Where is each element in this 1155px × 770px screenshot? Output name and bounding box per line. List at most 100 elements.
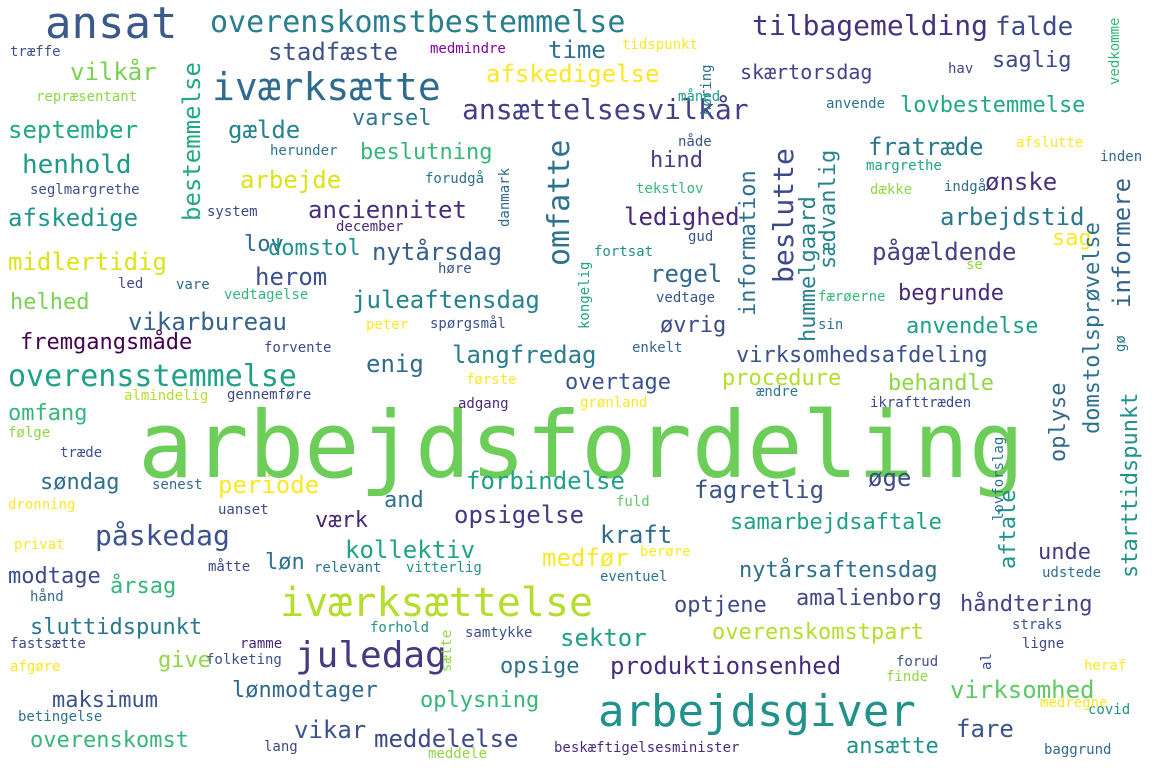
- cloud-word-afgoere: afgøre: [10, 659, 61, 675]
- cloud-word-overenskomstbestemmelse: overenskomstbestemmelse: [210, 5, 626, 40]
- cloud-word-medmindre: medmindre: [430, 41, 506, 57]
- cloud-word-information: information: [736, 170, 761, 316]
- cloud-word-fortsat: fortsat: [594, 244, 654, 260]
- cloud-word-afslutte: afslutte: [1016, 135, 1084, 151]
- cloud-word-fastsaette: fastsætte: [10, 636, 86, 652]
- cloud-word-vikar: vikar: [294, 716, 367, 744]
- cloud-word-beskaeftigelsesminister: beskæftigelsesminister: [554, 740, 740, 756]
- cloud-word-behandle: behandle: [888, 371, 994, 396]
- cloud-word-domstol: domstol: [268, 236, 361, 261]
- cloud-word-vedkomme: vedkomme: [1107, 17, 1123, 85]
- cloud-word-tidspunkt: tidspunkt: [622, 37, 698, 53]
- cloud-word-vedtagelse: vedtagelse: [224, 287, 309, 303]
- cloud-word-give: give: [158, 648, 211, 673]
- cloud-word-omfang: omfang: [8, 401, 88, 426]
- cloud-word-modtage: modtage: [8, 564, 101, 589]
- cloud-word-sin: sin: [818, 317, 844, 333]
- cloud-word-inden: inden: [1100, 149, 1143, 165]
- cloud-word-al: al: [979, 653, 995, 670]
- cloud-word-loen: løn: [265, 550, 305, 575]
- cloud-word-virksomhedsafdeling: virksomhedsafdeling: [736, 343, 988, 368]
- cloud-word-lovbestemmelse: lovbestemmelse: [900, 93, 1086, 118]
- cloud-word-fratraede: fratræde: [868, 133, 984, 161]
- cloud-word-medregne: medregne: [1040, 695, 1108, 711]
- cloud-word-vedtage: vedtage: [656, 290, 716, 306]
- cloud-word-afskedige: afskedige: [8, 204, 139, 232]
- cloud-word-meddele: meddele: [428, 746, 488, 762]
- cloud-word-hind: hind: [650, 148, 703, 173]
- cloud-word-herom: herom: [255, 263, 328, 291]
- cloud-word-vikarbureau: vikarbureau: [128, 308, 287, 336]
- cloud-word-nytaarsdag: nytårsdag: [372, 238, 503, 266]
- cloud-word-relevant: relevant: [314, 560, 382, 576]
- cloud-word-paaskedag: påskedag: [95, 519, 230, 552]
- cloud-word-hummelgaard: hummelgaard: [796, 196, 821, 342]
- cloud-word-ligne: ligne: [1022, 636, 1065, 652]
- cloud-word-traeffe: træffe: [10, 44, 61, 60]
- cloud-word-gennemfoere: gennemføre: [227, 387, 312, 403]
- cloud-word-fare: fare: [956, 715, 1014, 743]
- cloud-word-overenskomst: overenskomst: [30, 728, 189, 753]
- cloud-word-ansat: ansat: [45, 0, 178, 49]
- cloud-word-uanset: uanset: [218, 502, 269, 518]
- cloud-word-beslutte: beslutte: [767, 148, 800, 283]
- cloud-word-sektor: sektor: [560, 624, 647, 652]
- cloud-word-spoergsmaal: spørgsmål: [430, 316, 506, 332]
- cloud-word-covid: covid: [1088, 702, 1131, 718]
- cloud-word-bestemmelse: bestemmelse: [178, 62, 206, 221]
- cloud-word-ansaette: ansætte: [846, 734, 939, 759]
- cloud-word-meddelelse: meddelelse: [374, 725, 519, 753]
- cloud-word-udstede: udstede: [1042, 565, 1102, 581]
- cloud-word-time: time: [548, 36, 606, 64]
- cloud-word-gud: gud: [688, 229, 714, 245]
- cloud-word-sag: sag: [1052, 226, 1092, 251]
- cloud-word-optjene: optjene: [674, 593, 767, 618]
- cloud-word-varsel: varsel: [352, 106, 432, 131]
- cloud-word-langfredag: langfredag: [452, 341, 597, 369]
- cloud-word-fremgangsmaade: fremgangsmåde: [20, 330, 193, 355]
- cloud-word-enkelt: enkelt: [632, 340, 683, 356]
- cloud-word-maatte: måtte: [208, 559, 251, 575]
- cloud-word-informere: informere: [1108, 177, 1136, 308]
- cloud-word-juleaftensdag: juleaftensdag: [352, 286, 540, 314]
- cloud-word-haand: hånd: [30, 589, 64, 605]
- cloud-word-soendag: søndag: [40, 470, 120, 495]
- cloud-word-ikrafttraeden: ikrafttræden: [870, 395, 972, 411]
- cloud-word-herunder: herunder: [270, 143, 338, 159]
- cloud-word-traede: træde: [60, 445, 103, 461]
- cloud-word-paagaeldende: pågældende: [872, 238, 1017, 266]
- cloud-word-enig: enig: [366, 350, 424, 378]
- cloud-word-forhold: forhold: [370, 620, 430, 636]
- cloud-word-oplysning: oplysning: [420, 688, 540, 713]
- cloud-word-almindelig: almindelig: [124, 388, 209, 404]
- cloud-word-saedvanlig: sædvanlig: [816, 149, 841, 269]
- cloud-word-eventuel: eventuel: [600, 569, 668, 585]
- cloud-word-anvendelse: anvendelse: [906, 314, 1039, 339]
- cloud-word-hav: hav: [948, 61, 974, 77]
- cloud-word-kongelig: kongelig: [577, 261, 593, 329]
- cloud-word-periode: periode: [218, 471, 320, 499]
- cloud-word-aarsag: årsag: [110, 574, 177, 599]
- cloud-word-virksomhed: virksomhed: [950, 676, 1095, 704]
- cloud-word-midlertidig: midlertidig: [8, 248, 167, 276]
- cloud-word-nytaarsaftensdag: nytårsaftensdag: [739, 558, 938, 583]
- cloud-word-privat: privat: [14, 537, 65, 553]
- cloud-word-led: led: [118, 276, 144, 292]
- cloud-word-lovforslag: lovforslag: [991, 436, 1007, 521]
- cloud-word-unde: unde: [1038, 540, 1091, 565]
- cloud-word-opsigelse: opsigelse: [454, 501, 585, 529]
- cloud-word-vitterlig: vitterlig: [406, 560, 482, 576]
- cloud-word-peter: peter: [366, 317, 409, 333]
- cloud-word-forvente: forvente: [264, 340, 332, 356]
- cloud-word-juledag: juledag: [295, 635, 447, 676]
- cloud-word-se: se: [966, 257, 983, 273]
- cloud-word-vare: vare: [176, 277, 210, 293]
- cloud-word-heraf: heraf: [1084, 658, 1127, 674]
- cloud-word-procedure: procedure: [722, 366, 842, 391]
- cloud-word-forudgaa: forudgå: [425, 171, 485, 187]
- cloud-word-afskedigelse: afskedigelse: [486, 60, 660, 88]
- cloud-word-arbejdsfordeling: arbejdsfordeling: [138, 392, 1025, 499]
- cloud-word-produktionsenhed: produktionsenhed: [610, 652, 842, 680]
- cloud-word-beslutning: beslutning: [360, 140, 493, 165]
- cloud-word-ansaettelsesvilkaar: ansættelsesvilkår: [462, 93, 749, 126]
